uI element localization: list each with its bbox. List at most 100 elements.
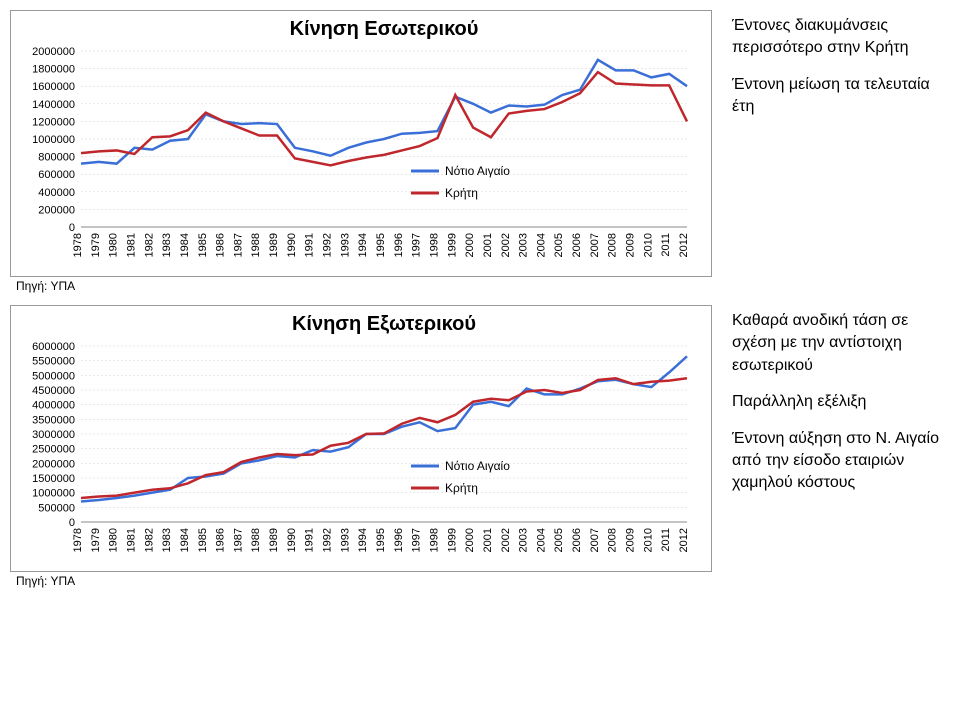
chart1-wrap: Κίνηση Εσωτερικού 0 200000 400000 600000 8000… bbox=[10, 10, 722, 295]
chart2-source: Πηγή: ΥΠΑ bbox=[10, 572, 722, 590]
note1-1: Έντονες διακυμάνσεις περισσότερο στην Κρ… bbox=[732, 15, 940, 60]
x-tick-label: 1984 bbox=[179, 528, 191, 552]
legend-label: Νότιο Αιγαίο bbox=[445, 164, 510, 178]
x-tick-label: 1983 bbox=[161, 233, 173, 257]
x-tick-label: 2001 bbox=[482, 528, 494, 552]
x-tick-label: 2005 bbox=[553, 528, 565, 552]
x-tick-label: 2002 bbox=[500, 528, 512, 552]
y-tick-label: 500000 bbox=[38, 502, 75, 514]
x-tick-label: 1981 bbox=[125, 233, 137, 257]
legend-label: Κρήτη bbox=[445, 186, 478, 200]
series-Νότιο Αιγαίο bbox=[81, 356, 687, 501]
y-tick-label: 1000000 bbox=[32, 488, 75, 500]
x-tick-label: 1988 bbox=[250, 528, 262, 552]
chart-title: Κίνηση Εσωτερικού bbox=[290, 18, 479, 40]
x-tick-label: 2005 bbox=[553, 233, 565, 257]
note2-3: Έντονη αύξηση στο Ν. Αιγαίο από την είσο… bbox=[732, 428, 940, 495]
x-tick-label: 1990 bbox=[286, 528, 298, 552]
x-tick-label: 1978 bbox=[72, 528, 84, 552]
chart1-svg: Κίνηση Εσωτερικού 0 200000 400000 600000 8000… bbox=[11, 11, 711, 271]
x-tick-label: 1997 bbox=[411, 528, 423, 552]
y-tick-label: 5000000 bbox=[32, 370, 75, 382]
y-tick-label: 1200000 bbox=[32, 116, 75, 128]
x-tick-label: 1999 bbox=[446, 233, 458, 257]
legend-label: Νότιο Αιγαίο bbox=[445, 459, 510, 473]
y-tick-label: 6000000 bbox=[32, 341, 75, 353]
x-tick-label: 1995 bbox=[375, 528, 387, 552]
y-tick-label: 5500000 bbox=[32, 356, 75, 368]
x-tick-label: 1982 bbox=[143, 528, 155, 552]
x-tick-label: 2000 bbox=[464, 233, 476, 257]
x-tick-label: 1987 bbox=[232, 233, 244, 257]
x-tick-label: 1986 bbox=[215, 528, 227, 552]
x-tick-label: 1984 bbox=[179, 233, 191, 257]
x-tick-label: 1996 bbox=[393, 233, 405, 257]
x-tick-label: 1991 bbox=[304, 528, 316, 552]
chart2-wrap: Κίνηση Εξωτερικού05000001000000150000020… bbox=[10, 305, 722, 590]
row-chart2: Κίνηση Εξωτερικού05000001000000150000020… bbox=[10, 305, 950, 590]
x-tick-label: 2004 bbox=[535, 528, 547, 552]
x-tick-label: 2006 bbox=[571, 528, 583, 552]
y-tick-label: 1600000 bbox=[32, 81, 75, 93]
x-tick-label: 1990 bbox=[286, 233, 298, 257]
x-tick-label: 2004 bbox=[535, 233, 547, 257]
x-tick-label: 1995 bbox=[375, 233, 387, 257]
x-tick-label: 1978 bbox=[72, 233, 84, 257]
series-Κρήτη bbox=[81, 378, 687, 498]
y-tick-label: 1000000 bbox=[32, 134, 75, 146]
chart2-box: Κίνηση Εξωτερικού05000001000000150000020… bbox=[10, 305, 712, 572]
notes2: Καθαρά ανοδική τάση σε σχέση με την αντί… bbox=[722, 305, 950, 514]
x-tick-label: 1998 bbox=[428, 233, 440, 257]
x-tick-label: 1985 bbox=[197, 528, 209, 552]
y-tick-label: 0 bbox=[69, 517, 75, 529]
y-tick-label: 400000 bbox=[38, 187, 75, 199]
x-tick-label: 1989 bbox=[268, 528, 280, 552]
x-tick-label: 1987 bbox=[232, 528, 244, 552]
x-tick-label: 1992 bbox=[322, 233, 334, 257]
x-tick-label: 2007 bbox=[589, 233, 601, 257]
y-tick-label: 1800000 bbox=[32, 64, 75, 76]
chart2-svg: Κίνηση Εξωτερικού05000001000000150000020… bbox=[11, 306, 711, 566]
y-tick-label: 2000000 bbox=[32, 46, 75, 58]
y-tick-label: 1400000 bbox=[32, 99, 75, 111]
y-tick-label: 800000 bbox=[38, 152, 75, 164]
row-chart1: Κίνηση Εσωτερικού 0 200000 400000 600000 8000… bbox=[10, 10, 950, 295]
x-tick-label: 2010 bbox=[642, 233, 654, 257]
legend-label: Κρήτη bbox=[445, 481, 478, 495]
x-tick-label: 1988 bbox=[250, 233, 262, 257]
y-tick-label: 600000 bbox=[38, 169, 75, 181]
x-tick-label: 1993 bbox=[339, 528, 351, 552]
x-tick-label: 1992 bbox=[322, 528, 334, 552]
chart1-box: Κίνηση Εσωτερικού 0 200000 400000 600000 8000… bbox=[10, 10, 712, 277]
x-tick-label: 2011 bbox=[660, 528, 672, 552]
x-tick-label: 2012 bbox=[678, 528, 690, 552]
x-tick-label: 2011 bbox=[660, 233, 672, 257]
x-tick-label: 2008 bbox=[607, 233, 619, 257]
y-tick-label: 0 bbox=[69, 222, 75, 234]
x-tick-label: 2000 bbox=[464, 528, 476, 552]
x-tick-label: 2010 bbox=[642, 528, 654, 552]
x-tick-label: 1994 bbox=[357, 233, 369, 257]
x-tick-label: 2012 bbox=[678, 233, 690, 257]
x-tick-label: 2003 bbox=[518, 233, 530, 257]
y-tick-label: 200000 bbox=[38, 204, 75, 216]
series-Κρήτη bbox=[81, 72, 687, 165]
x-tick-label: 1989 bbox=[268, 233, 280, 257]
y-tick-label: 4500000 bbox=[32, 385, 75, 397]
x-tick-label: 1996 bbox=[393, 528, 405, 552]
x-tick-label: 2007 bbox=[589, 528, 601, 552]
y-tick-label: 4000000 bbox=[32, 400, 75, 412]
x-tick-label: 1985 bbox=[197, 233, 209, 257]
x-tick-label: 1983 bbox=[161, 528, 173, 552]
chart1-source: Πηγή: ΥΠΑ bbox=[10, 277, 722, 295]
y-tick-label: 2500000 bbox=[32, 444, 75, 456]
x-tick-label: 2009 bbox=[625, 233, 637, 257]
y-tick-label: 3000000 bbox=[32, 429, 75, 441]
x-tick-label: 1993 bbox=[339, 233, 351, 257]
x-tick-label: 2003 bbox=[518, 528, 530, 552]
x-tick-label: 2009 bbox=[625, 528, 637, 552]
x-tick-label: 2008 bbox=[607, 528, 619, 552]
x-tick-label: 1979 bbox=[90, 233, 102, 257]
y-tick-label: 2000000 bbox=[32, 458, 75, 470]
x-tick-label: 1998 bbox=[428, 528, 440, 552]
